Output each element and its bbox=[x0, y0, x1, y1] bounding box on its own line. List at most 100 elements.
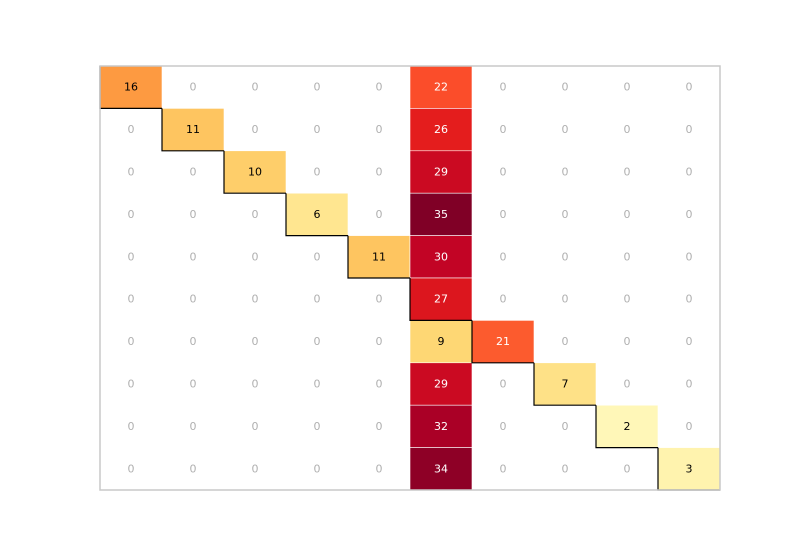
heatmap-cell bbox=[596, 320, 658, 363]
cell-value-label: 0 bbox=[562, 166, 569, 179]
heatmap-cell bbox=[224, 405, 286, 448]
cell-value-label: 29 bbox=[434, 166, 448, 179]
cell-value-label: 0 bbox=[562, 250, 569, 263]
cell-value-label: 16 bbox=[124, 81, 138, 94]
cell-labels-layer: 16 0 0 0 0 22 0 0 0 00 11 0 0 0 26 0 0 0 00 0 10 0 0 29 0 0 0 00 0 0 6… bbox=[124, 81, 693, 476]
heatmap-cell bbox=[534, 235, 596, 278]
cell-value-label: 0 bbox=[128, 250, 135, 263]
cells-layer bbox=[99, 65, 721, 491]
cell-value-label: 0 bbox=[686, 293, 693, 306]
cell-value-label: 0 bbox=[624, 208, 631, 221]
heatmap-cell bbox=[596, 278, 658, 321]
cell-value-label: 7 bbox=[562, 378, 569, 391]
cell-value-label: 0 bbox=[624, 462, 631, 475]
cell-value-label: 0 bbox=[686, 81, 693, 94]
heatmap-cell bbox=[348, 108, 410, 151]
heatmap-cell bbox=[534, 108, 596, 151]
heatmap-cell bbox=[658, 405, 720, 448]
cell-value-label: 3 bbox=[686, 462, 693, 475]
heatmap-cell bbox=[409, 150, 473, 194]
cell-value-label: 0 bbox=[314, 123, 321, 136]
heatmap-cell bbox=[472, 193, 534, 236]
heatmap-cell bbox=[348, 320, 410, 363]
heatmap-cell bbox=[162, 447, 224, 490]
heatmap-cell bbox=[596, 108, 658, 151]
cell-value-label: 0 bbox=[686, 335, 693, 348]
heatmap-cell bbox=[224, 108, 286, 151]
heatmap-cell bbox=[162, 320, 224, 363]
cell-value-label: 0 bbox=[562, 293, 569, 306]
cell-value-label: 26 bbox=[434, 123, 448, 136]
cell-value-label: 10 bbox=[248, 166, 262, 179]
cell-value-label: 0 bbox=[128, 293, 135, 306]
heatmap-cell bbox=[596, 66, 658, 109]
heatmap-cell bbox=[348, 405, 410, 448]
cell-value-label: 0 bbox=[190, 208, 197, 221]
heatmap-cell bbox=[658, 108, 720, 151]
cell-value-label: 0 bbox=[500, 378, 507, 391]
heatmap-cell bbox=[409, 235, 473, 279]
cell-value-label: 0 bbox=[376, 293, 383, 306]
heatmap-cell bbox=[100, 150, 162, 194]
cell-value-label: 0 bbox=[562, 462, 569, 475]
diagonal-cell-outline bbox=[471, 320, 534, 364]
cell-value-label: 0 bbox=[562, 335, 569, 348]
heatmap-cell bbox=[286, 66, 348, 109]
heatmap-cell bbox=[100, 362, 162, 406]
heatmap-cell bbox=[286, 362, 348, 406]
heatmap-cell bbox=[224, 278, 286, 321]
heatmap-cell bbox=[534, 320, 596, 363]
cell-value-label: 0 bbox=[314, 420, 321, 433]
heatmap-cell bbox=[99, 65, 163, 109]
heatmap-cell bbox=[409, 192, 473, 236]
heatmap-cell bbox=[472, 108, 534, 151]
cell-value-label: 0 bbox=[500, 420, 507, 433]
cell-value-label: 0 bbox=[252, 81, 259, 94]
cell-value-label: 0 bbox=[500, 250, 507, 263]
heatmap-cell bbox=[162, 405, 224, 448]
heatmap-cell bbox=[409, 277, 473, 321]
cell-value-label: 0 bbox=[252, 208, 259, 221]
cell-value-label: 0 bbox=[686, 378, 693, 391]
cell-value-label: 0 bbox=[500, 293, 507, 306]
heatmap-cell bbox=[100, 108, 162, 151]
cell-value-label: 0 bbox=[128, 166, 135, 179]
cell-value-label: 0 bbox=[252, 420, 259, 433]
cell-value-label: 0 bbox=[686, 123, 693, 136]
heatmap-cell bbox=[534, 447, 596, 490]
cell-value-label: 0 bbox=[128, 335, 135, 348]
cell-value-label: 0 bbox=[190, 250, 197, 263]
cell-value-label: 11 bbox=[186, 123, 200, 136]
heatmap-cell bbox=[286, 278, 348, 321]
heatmap-cell bbox=[472, 405, 534, 448]
cell-value-label: 0 bbox=[314, 81, 321, 94]
cell-value-label: 29 bbox=[434, 378, 448, 391]
cell-value-label: 22 bbox=[434, 81, 448, 94]
cell-value-label: 2 bbox=[624, 420, 631, 433]
heatmap-cell bbox=[658, 193, 720, 236]
cell-value-label: 0 bbox=[190, 293, 197, 306]
heatmap-cell bbox=[534, 193, 596, 236]
heatmap-cell bbox=[409, 108, 473, 152]
cell-value-label: 0 bbox=[562, 81, 569, 94]
heatmap-cell bbox=[348, 362, 410, 406]
diagonal-cell-outline bbox=[161, 108, 224, 152]
cell-value-label: 0 bbox=[128, 378, 135, 391]
cell-value-label: 0 bbox=[686, 208, 693, 221]
heatmap-cell bbox=[224, 193, 286, 236]
cell-value-label: 0 bbox=[252, 250, 259, 263]
cell-value-label: 0 bbox=[624, 335, 631, 348]
cell-value-label: 0 bbox=[252, 462, 259, 475]
cell-value-label: 0 bbox=[376, 208, 383, 221]
diagonal-cell-outline bbox=[347, 235, 410, 279]
heatmap-cell bbox=[472, 66, 534, 109]
heatmap-cell bbox=[162, 193, 224, 236]
cell-value-label: 0 bbox=[252, 293, 259, 306]
cell-value-label: 27 bbox=[434, 293, 448, 306]
cell-value-label: 0 bbox=[500, 208, 507, 221]
cell-value-label: 0 bbox=[500, 462, 507, 475]
cell-value-label: 0 bbox=[376, 420, 383, 433]
diagonal-cell-outline bbox=[223, 150, 286, 194]
heatmap-cell bbox=[409, 447, 473, 491]
